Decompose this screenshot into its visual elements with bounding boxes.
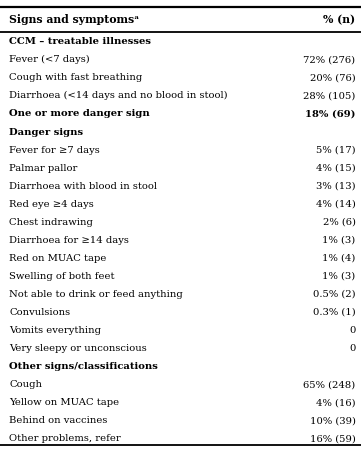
Text: Convulsions: Convulsions xyxy=(9,308,70,317)
Text: Diarrhoea (<14 days and no blood in stool): Diarrhoea (<14 days and no blood in stoo… xyxy=(9,91,228,101)
Text: 28% (105): 28% (105) xyxy=(303,91,356,100)
Text: 65% (248): 65% (248) xyxy=(303,380,356,389)
Text: 72% (276): 72% (276) xyxy=(304,55,356,64)
Text: 1% (3): 1% (3) xyxy=(322,272,356,281)
Text: 4% (14): 4% (14) xyxy=(316,200,356,209)
Text: Yellow on MUAC tape: Yellow on MUAC tape xyxy=(9,398,119,407)
Text: 0.5% (2): 0.5% (2) xyxy=(313,290,356,299)
Text: 20% (76): 20% (76) xyxy=(310,73,356,82)
Text: Fever (<7 days): Fever (<7 days) xyxy=(9,55,90,65)
Text: 4% (15): 4% (15) xyxy=(316,163,356,172)
Text: 10% (39): 10% (39) xyxy=(310,416,356,425)
Text: Other signs/classifications: Other signs/classifications xyxy=(9,362,158,371)
Text: 1% (3): 1% (3) xyxy=(322,236,356,245)
Text: % (n): % (n) xyxy=(323,14,356,25)
Text: 5% (17): 5% (17) xyxy=(316,145,356,154)
Text: 0: 0 xyxy=(349,326,356,335)
Text: Diarrhoea with blood in stool: Diarrhoea with blood in stool xyxy=(9,181,157,190)
Text: Other problems, refer: Other problems, refer xyxy=(9,434,121,443)
Text: Fever for ≥7 days: Fever for ≥7 days xyxy=(9,145,100,154)
Text: Chest indrawing: Chest indrawing xyxy=(9,218,93,227)
Text: Cough with fast breathing: Cough with fast breathing xyxy=(9,73,142,82)
Text: One or more danger sign: One or more danger sign xyxy=(9,109,150,118)
Text: 4% (16): 4% (16) xyxy=(316,398,356,407)
Text: Diarrhoea for ≥14 days: Diarrhoea for ≥14 days xyxy=(9,236,129,245)
Text: Signs and symptomsᵃ: Signs and symptomsᵃ xyxy=(9,14,139,25)
Text: 0.3% (1): 0.3% (1) xyxy=(313,308,356,317)
Text: 16% (59): 16% (59) xyxy=(310,434,356,443)
Text: Vomits everything: Vomits everything xyxy=(9,326,101,335)
Text: 0: 0 xyxy=(349,344,356,353)
Text: Cough: Cough xyxy=(9,380,42,389)
Text: CCM – treatable illnesses: CCM – treatable illnesses xyxy=(9,37,151,46)
Text: Not able to drink or feed anything: Not able to drink or feed anything xyxy=(9,290,183,299)
Text: Danger signs: Danger signs xyxy=(9,127,83,136)
Text: Very sleepy or unconscious: Very sleepy or unconscious xyxy=(9,344,147,353)
Text: Red on MUAC tape: Red on MUAC tape xyxy=(9,254,106,263)
Text: 18% (69): 18% (69) xyxy=(305,109,356,118)
Text: 3% (13): 3% (13) xyxy=(316,181,356,190)
Text: Behind on vaccines: Behind on vaccines xyxy=(9,416,108,425)
Text: Red eye ≥4 days: Red eye ≥4 days xyxy=(9,200,94,209)
Text: 1% (4): 1% (4) xyxy=(322,254,356,263)
Text: Palmar pallor: Palmar pallor xyxy=(9,163,77,172)
Text: 2% (6): 2% (6) xyxy=(323,218,356,227)
Text: Swelling of both feet: Swelling of both feet xyxy=(9,272,114,281)
